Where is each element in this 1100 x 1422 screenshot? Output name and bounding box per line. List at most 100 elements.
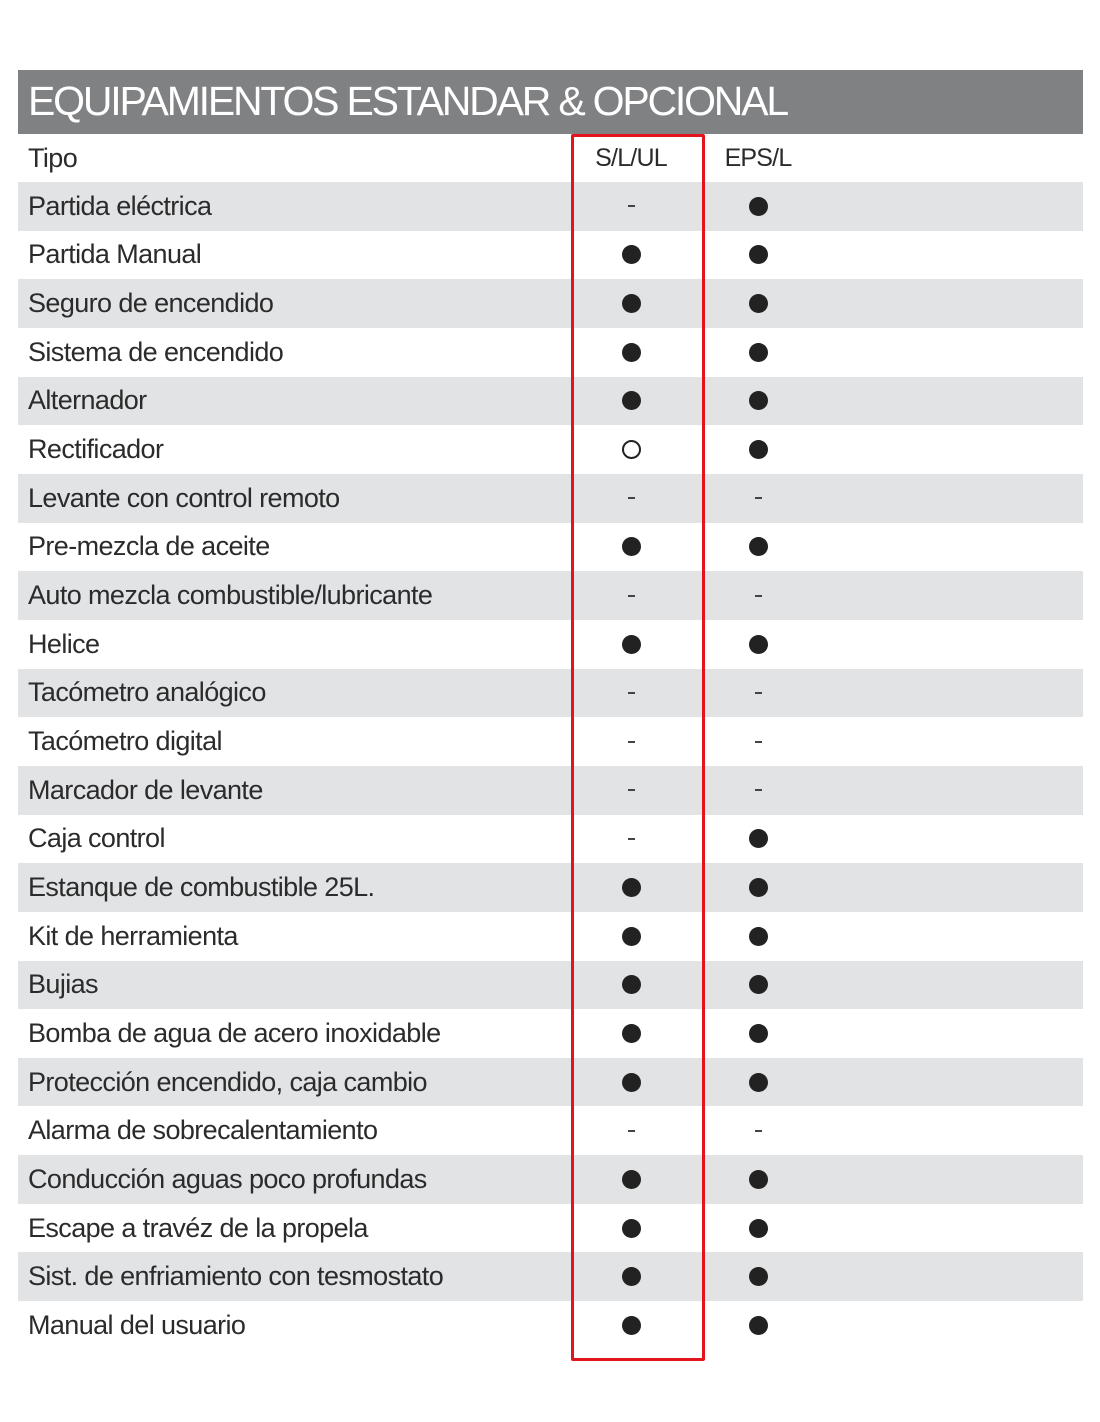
filled-circle-icon — [748, 1023, 768, 1043]
cell-eps-l — [698, 231, 818, 280]
filled-circle-icon — [748, 878, 768, 898]
table-row: Escape a travéz de la propela — [18, 1204, 1083, 1253]
table-row: Partida eléctrica — [18, 182, 1083, 231]
equipment-table: Partida eléctrica Partida Manual Seguro de… — [18, 182, 1083, 1350]
cell-s-l-ul — [571, 182, 691, 231]
cell-eps-l — [698, 815, 818, 864]
filled-circle-icon — [748, 926, 768, 946]
table-row: Auto mezcla combustible/lubricante — [18, 571, 1083, 620]
filled-circle-icon — [621, 391, 641, 411]
dash-icon — [627, 1129, 635, 1132]
cell-s-l-ul — [571, 669, 691, 718]
cell-eps-l — [698, 1301, 818, 1350]
dash-icon — [754, 740, 762, 743]
table-row: Rectificador — [18, 425, 1083, 474]
cell-s-l-ul — [571, 1155, 691, 1204]
page-title: EQUIPAMIENTOS ESTANDAR & OPCIONAL — [28, 78, 789, 124]
table-row: Caja control — [18, 815, 1083, 864]
filled-circle-icon — [621, 1072, 641, 1092]
filled-circle-icon — [748, 196, 768, 216]
cell-s-l-ul — [571, 279, 691, 328]
cell-eps-l — [698, 474, 818, 523]
table-row: Sist. de enfriamiento con tesmostato — [18, 1252, 1083, 1302]
filled-circle-icon — [748, 537, 768, 557]
filled-circle-icon — [621, 245, 641, 265]
row-label: Caja control — [28, 823, 165, 854]
filled-circle-icon — [621, 537, 641, 557]
cell-eps-l — [698, 279, 818, 328]
dash-icon — [627, 205, 635, 208]
table-row: Tacómetro digital — [18, 717, 1083, 766]
cell-eps-l — [698, 182, 818, 231]
filled-circle-icon — [621, 634, 641, 654]
filled-circle-icon — [748, 1218, 768, 1238]
header-label: Tipo — [28, 143, 78, 173]
dash-icon — [754, 594, 762, 597]
dash-icon — [627, 789, 635, 792]
table-row: Marcador de levante — [18, 765, 1083, 815]
cell-s-l-ul — [571, 1106, 691, 1155]
filled-circle-icon — [748, 1267, 768, 1287]
hollow-circle-icon — [621, 440, 641, 460]
row-label: Escape a travéz de la propela — [28, 1212, 368, 1243]
row-label: Auto mezcla combustible/lubricante — [28, 580, 433, 611]
dash-icon — [627, 740, 635, 743]
table-row: Alarma de sobrecalentamiento — [18, 1106, 1083, 1155]
filled-circle-icon — [748, 1169, 768, 1189]
cell-s-l-ul — [571, 1009, 691, 1058]
cell-eps-l — [698, 912, 818, 961]
filled-circle-icon — [748, 829, 768, 849]
table-row: Tacómetro analógico — [18, 668, 1083, 718]
cell-s-l-ul — [571, 717, 691, 766]
row-label: Seguro de encendido — [28, 288, 274, 319]
cell-s-l-ul — [571, 328, 691, 377]
table-row: Levante con control remoto — [18, 473, 1083, 523]
filled-circle-icon — [621, 342, 641, 362]
filled-circle-icon — [748, 440, 768, 460]
cell-eps-l — [698, 571, 818, 620]
filled-circle-icon — [748, 245, 768, 265]
row-label: Sist. de enfriamiento con tesmostato — [28, 1261, 444, 1292]
dash-icon — [627, 497, 635, 500]
filled-circle-icon — [748, 975, 768, 995]
dash-icon — [754, 497, 762, 500]
row-label: Alarma de sobrecalentamiento — [28, 1115, 378, 1146]
row-label: Rectificador — [28, 434, 164, 465]
dash-icon — [754, 1129, 762, 1132]
row-label: Conducción aguas poco profundas — [28, 1163, 427, 1194]
table-row: Conducción aguas poco profundas — [18, 1155, 1083, 1204]
dash-icon — [627, 837, 635, 840]
cell-eps-l — [698, 863, 818, 912]
row-label: Bujias — [28, 969, 99, 1000]
cell-eps-l — [698, 1155, 818, 1204]
dash-icon — [627, 691, 635, 694]
filled-circle-icon — [748, 342, 768, 362]
row-label: Alternador — [28, 385, 147, 416]
table-row: Protección encendido, caja cambio — [18, 1057, 1083, 1107]
cell-eps-l — [698, 425, 818, 474]
filled-circle-icon — [748, 634, 768, 654]
cell-s-l-ul — [571, 425, 691, 474]
filled-circle-icon — [748, 1315, 768, 1335]
table-row: Kit de herramienta — [18, 912, 1083, 961]
cell-s-l-ul — [571, 912, 691, 961]
row-label: Tacómetro analógico — [28, 677, 266, 708]
cell-eps-l — [698, 1252, 818, 1301]
cell-s-l-ul — [571, 1301, 691, 1350]
filled-circle-icon — [621, 975, 641, 995]
cell-s-l-ul — [571, 571, 691, 620]
row-label: Levante con control remoto — [28, 482, 340, 513]
cell-eps-l — [698, 620, 818, 669]
row-label: Helice — [28, 628, 100, 659]
row-label: Estanque de combustible 25L. — [28, 872, 375, 903]
table-row: Bomba de agua de acero inoxidable — [18, 1009, 1083, 1058]
dash-icon — [627, 594, 635, 597]
cell-s-l-ul — [571, 474, 691, 523]
table-row: Partida Manual — [18, 231, 1083, 280]
dash-icon — [754, 691, 762, 694]
cell-eps-l — [698, 766, 818, 815]
column-header-eps-l: EPS/L — [724, 144, 793, 172]
row-label: Partida Manual — [28, 239, 202, 270]
row-label: Tacómetro digital — [28, 726, 223, 757]
cell-s-l-ul — [571, 620, 691, 669]
